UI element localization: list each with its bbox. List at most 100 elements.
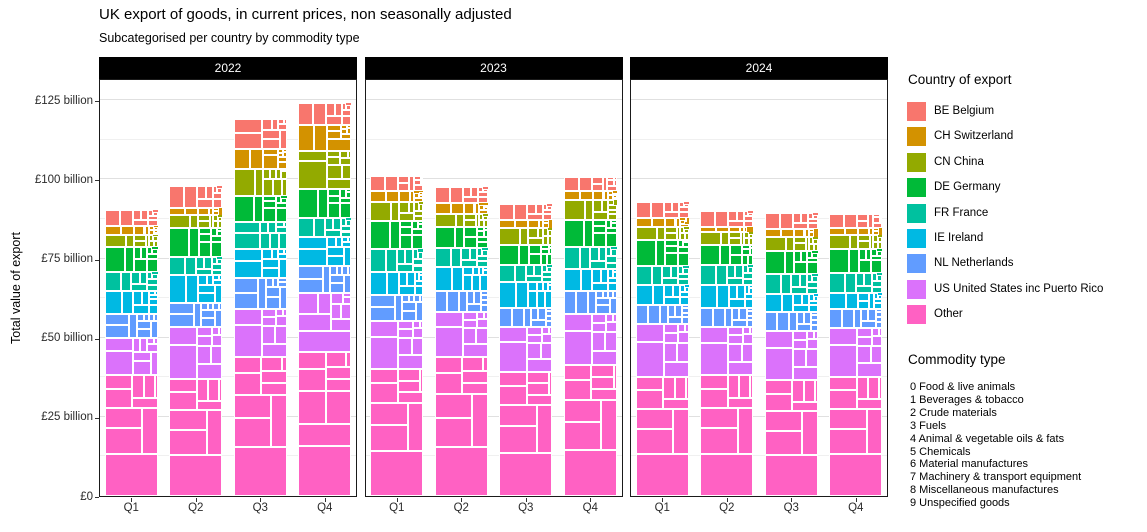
commodity-block: [149, 295, 158, 300]
commodity-block: [547, 228, 553, 231]
x-tick-label: Q2: [719, 502, 735, 514]
commodity-block: [748, 211, 754, 213]
commodity-block: [651, 266, 663, 285]
commodity-block: [420, 176, 424, 180]
segment-2023-Q1-NL: [370, 294, 424, 321]
commodity-item: 7 Machinery & transport equipment: [910, 471, 1082, 484]
gridline-major: [631, 415, 887, 417]
commodity-block: [537, 228, 544, 238]
commodity-block: [260, 232, 270, 249]
commodity-block: [398, 286, 415, 295]
segment-2024-Q2-CN: [700, 232, 754, 245]
commodity-block: [700, 232, 722, 245]
x-tick-label: Q2: [188, 502, 204, 514]
commodity-block: [829, 390, 857, 409]
commodity-block: [212, 193, 223, 200]
commodity-block: [233, 249, 263, 261]
commodity-block: [346, 124, 352, 128]
commodity-block: [875, 312, 883, 317]
commodity-block: [129, 313, 137, 339]
commodity-block: [607, 291, 614, 299]
commodity-block: [742, 244, 750, 250]
commodity-block: [462, 311, 478, 320]
commodity-block: [591, 183, 603, 192]
commodity-block: [327, 203, 341, 218]
gridline-minor: [100, 138, 356, 140]
commodity-block: [298, 423, 352, 446]
commodity-block: [516, 281, 528, 308]
commodity-block: [478, 186, 483, 193]
commodity-block: [877, 236, 883, 242]
commodity-block: [656, 227, 665, 240]
commodity-block: [281, 356, 287, 372]
commodity-block: [233, 356, 262, 374]
y-tick-label: £75 billion: [41, 253, 93, 265]
commodity-block: [219, 378, 223, 401]
commodity-block: [682, 304, 689, 308]
commodity-block: [416, 302, 424, 321]
commodity-block: [878, 231, 883, 234]
commodity-block: [484, 311, 488, 319]
commodity-block: [858, 241, 871, 249]
commodity-block: [325, 366, 352, 379]
commodity-block: [136, 329, 151, 339]
commodity-block: [543, 220, 549, 224]
segment-2024-Q1-BE: [635, 201, 689, 218]
bar-2023-Q4: [563, 176, 617, 496]
gridline-minor: [365, 455, 622, 457]
commodity-block: [857, 300, 869, 309]
commodity-block: [340, 225, 352, 232]
commodity-block: [829, 214, 845, 229]
commodity-block: [743, 211, 749, 217]
commodity-block: [214, 284, 223, 303]
commodity-block: [277, 149, 283, 154]
segment-2022-Q4-DE: [298, 189, 352, 218]
commodity-block: [511, 307, 524, 327]
commodity-block: [233, 221, 261, 233]
commodity-block: [857, 214, 869, 221]
commodity-block: [829, 376, 857, 391]
gridline-major: [100, 415, 356, 417]
commodity-block: [317, 293, 331, 315]
commodity-block: [679, 224, 689, 228]
commodity-block: [477, 248, 483, 256]
commodity-block: [330, 319, 352, 332]
legend-swatch-US: [907, 279, 926, 299]
commodity-block: [663, 342, 678, 362]
commodity-block: [866, 408, 883, 455]
commodity-block: [477, 318, 488, 328]
segment-2023-Q3-DE: [499, 244, 553, 266]
commodity-block: [608, 277, 617, 284]
commodity-block: [133, 240, 146, 248]
commodity-block: [549, 371, 553, 396]
commodity-block: [663, 211, 680, 218]
commodity-block: [682, 312, 689, 318]
commodity-block: [277, 254, 287, 260]
commodity-block: [528, 237, 544, 245]
commodity-block: [551, 220, 553, 224]
commodity-block: [525, 265, 535, 276]
segment-2024-Q1-Other: [635, 376, 689, 496]
commodity-block: [871, 281, 883, 288]
commodity-block: [541, 265, 547, 272]
commodity-block: [455, 214, 464, 227]
commodity-block: [812, 276, 818, 283]
x-tick-label: Q4: [582, 502, 598, 514]
commodity-block: [185, 207, 199, 216]
commodity-block: [197, 185, 206, 200]
commodity-block: [663, 376, 675, 399]
commodity-block: [873, 298, 883, 303]
commodity-block: [607, 200, 615, 205]
commodity-block: [548, 226, 553, 229]
commodity-block: [614, 179, 617, 186]
commodity-block: [528, 228, 538, 238]
commodity-block: [749, 227, 752, 230]
commodity-block: [541, 333, 553, 344]
commodity-block: [499, 386, 527, 406]
commodity-block: [417, 251, 424, 259]
commodity-block: [169, 344, 198, 379]
commodity-block: [829, 344, 858, 377]
segment-2022-Q4-NL: [298, 266, 352, 294]
commodity-block: [814, 234, 818, 238]
commodity-block: [169, 227, 190, 257]
